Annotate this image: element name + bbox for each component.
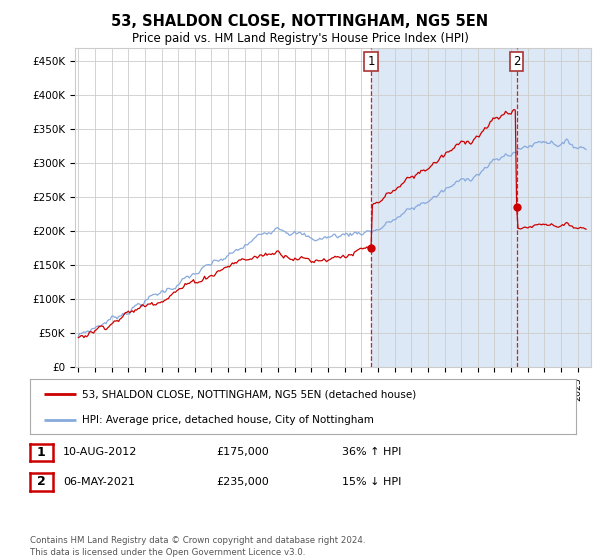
- Text: 2: 2: [37, 475, 46, 488]
- Text: 1: 1: [367, 55, 375, 68]
- Text: 2: 2: [513, 55, 520, 68]
- Text: 1: 1: [37, 446, 46, 459]
- Text: 10-AUG-2012: 10-AUG-2012: [63, 447, 137, 458]
- Text: 53, SHALDON CLOSE, NOTTINGHAM, NG5 5EN: 53, SHALDON CLOSE, NOTTINGHAM, NG5 5EN: [112, 14, 488, 29]
- Text: 53, SHALDON CLOSE, NOTTINGHAM, NG5 5EN (detached house): 53, SHALDON CLOSE, NOTTINGHAM, NG5 5EN (…: [82, 390, 416, 399]
- Text: 15% ↓ HPI: 15% ↓ HPI: [342, 477, 401, 487]
- Text: £235,000: £235,000: [216, 477, 269, 487]
- Text: Price paid vs. HM Land Registry's House Price Index (HPI): Price paid vs. HM Land Registry's House …: [131, 32, 469, 45]
- Text: £175,000: £175,000: [216, 447, 269, 458]
- Bar: [371, 48, 600, 367]
- Text: 36% ↑ HPI: 36% ↑ HPI: [342, 447, 401, 458]
- Text: HPI: Average price, detached house, City of Nottingham: HPI: Average price, detached house, City…: [82, 416, 374, 425]
- Text: 06-MAY-2021: 06-MAY-2021: [63, 477, 135, 487]
- Text: Contains HM Land Registry data © Crown copyright and database right 2024.
This d: Contains HM Land Registry data © Crown c…: [30, 536, 365, 557]
